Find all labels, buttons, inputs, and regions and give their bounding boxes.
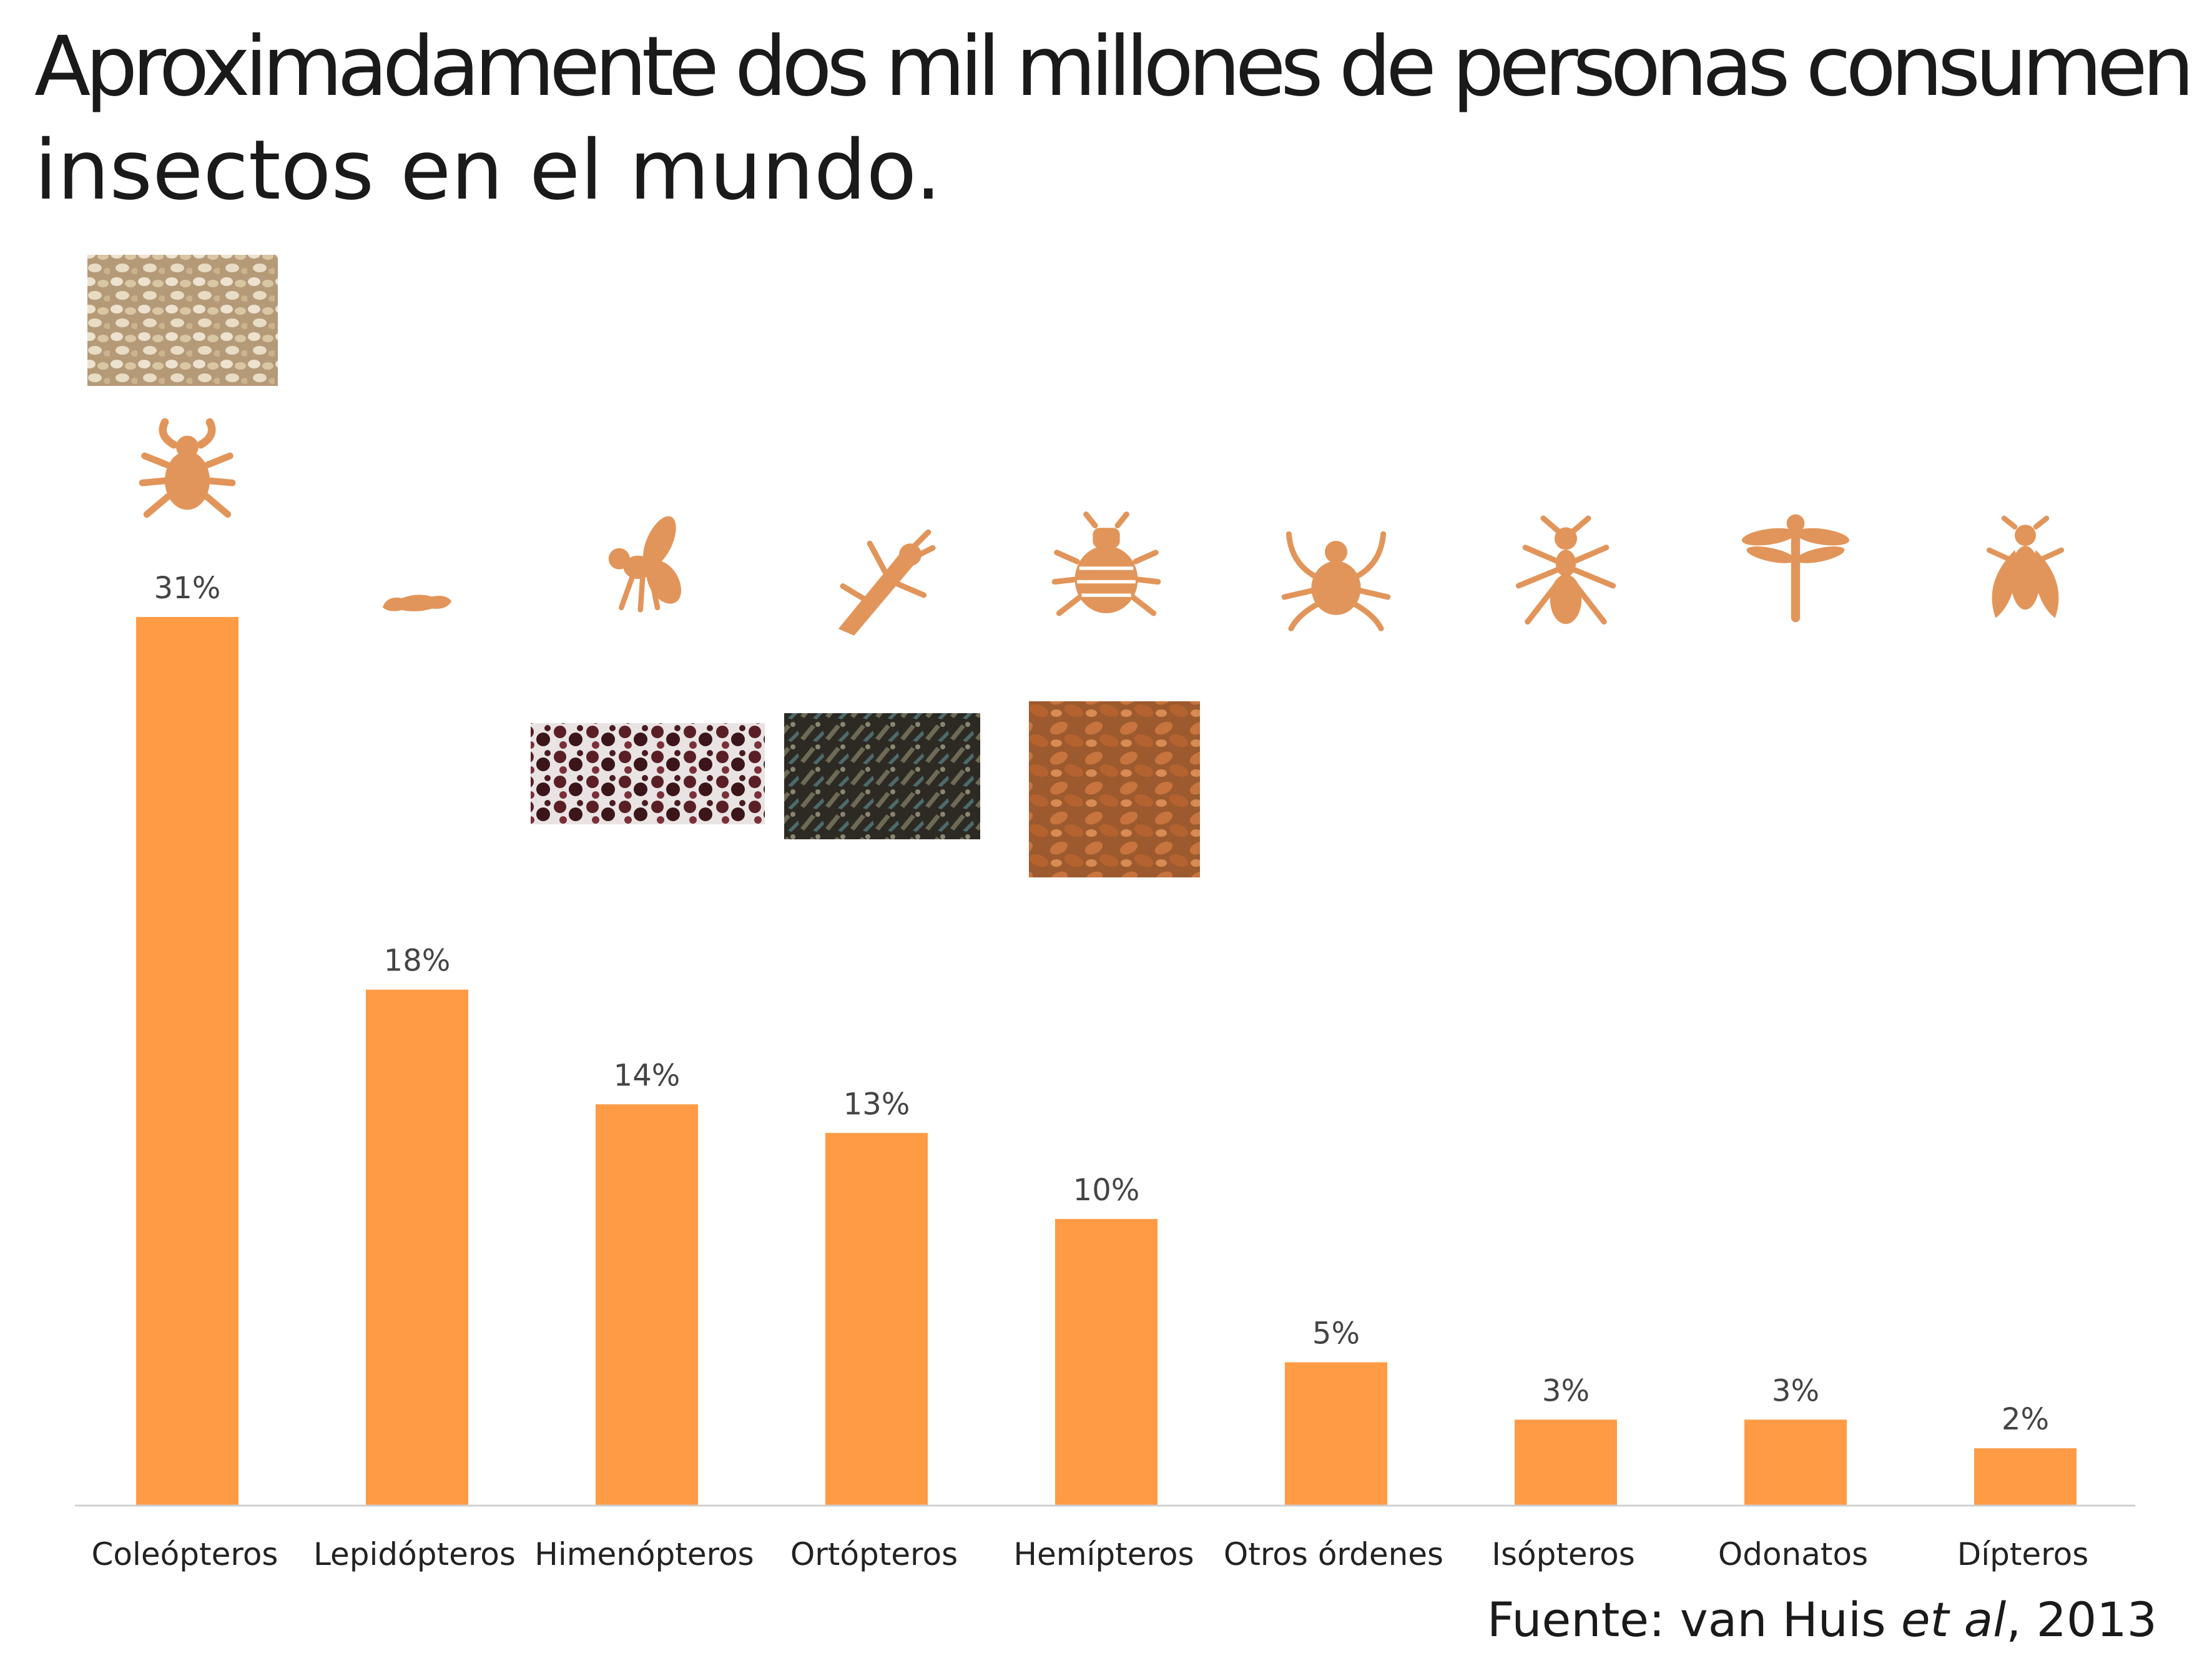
value-label-2: 18% xyxy=(384,944,451,979)
source-citation: Fuente: van Huis et al, 2013 xyxy=(1487,1592,2157,1647)
value-label-3: 14% xyxy=(614,1058,681,1093)
photo-ants xyxy=(531,723,765,824)
insect-icons xyxy=(142,422,2062,636)
bar-2 xyxy=(366,989,468,1506)
value-labels: 31% 18% 14% 13% 10% 5% 3% 3% 2% xyxy=(154,571,2049,1437)
photo-stinkbugs xyxy=(1029,701,1200,877)
source-suffix: , 2013 xyxy=(2006,1592,2157,1647)
value-label-4: 13% xyxy=(843,1087,910,1122)
category-label-3: Himenópteros xyxy=(534,1536,754,1572)
bar-9 xyxy=(1974,1448,2077,1506)
category-label-8: Odonatos xyxy=(1718,1536,1868,1572)
bar-5 xyxy=(1055,1218,1158,1506)
value-label-5: 10% xyxy=(1073,1173,1140,1208)
category-label-5: Hemípteros xyxy=(1013,1536,1194,1572)
tick-icon xyxy=(1284,534,1388,628)
category-label-4: Ortópteros xyxy=(790,1536,958,1572)
source-prefix: Fuente: van Huis xyxy=(1487,1592,1901,1647)
value-label-8: 3% xyxy=(1772,1373,1819,1408)
bar-1 xyxy=(136,617,238,1506)
photo-grasshoppers xyxy=(784,713,980,839)
fly-icon xyxy=(1989,518,2062,618)
category-label-1: Coleópteros xyxy=(92,1536,278,1572)
bar-4 xyxy=(825,1133,928,1506)
bee-icon xyxy=(609,511,689,610)
termite-icon xyxy=(1518,518,1613,624)
source-italic: et al xyxy=(1901,1592,2006,1647)
value-label-6: 5% xyxy=(1312,1316,1360,1351)
category-label-2: Lepidópteros xyxy=(313,1536,516,1572)
value-label-9: 2% xyxy=(2002,1402,2049,1437)
bar-6 xyxy=(1285,1362,1387,1506)
value-label-1: 31% xyxy=(154,571,221,606)
caterpillar-icon xyxy=(382,595,452,611)
value-label-7: 3% xyxy=(1542,1373,1590,1408)
bar-3 xyxy=(596,1104,698,1506)
category-label-7: Isópteros xyxy=(1492,1536,1635,1572)
grasshopper-icon xyxy=(838,532,933,636)
title-line-1: Aproximadamente dos mil millones de pers… xyxy=(34,19,2195,115)
bug-icon xyxy=(1054,515,1158,613)
bar-7 xyxy=(1515,1419,1617,1506)
category-label-9: Dípteros xyxy=(1957,1536,2089,1572)
category-labels: Coleópteros Lepidópteros Himenópteros Ortóp… xyxy=(92,1536,2089,1572)
photo-larvae xyxy=(87,255,278,386)
bar-8 xyxy=(1744,1419,1847,1506)
bars xyxy=(136,617,2077,1506)
category-label-6: Otros órdenes xyxy=(1224,1536,1443,1572)
title-line-2: insectos en el mundo. xyxy=(34,122,941,219)
dragonfly-icon xyxy=(1741,514,1851,623)
beetle-icon xyxy=(142,422,232,515)
